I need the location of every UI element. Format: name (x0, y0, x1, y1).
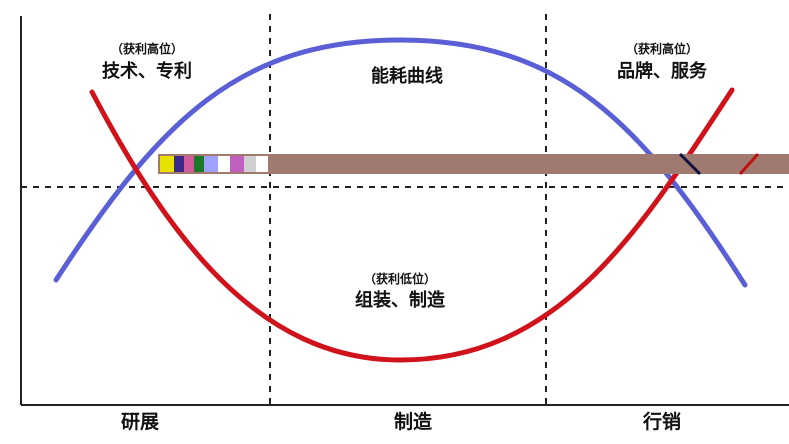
middle-region-label: 组装、制造 (355, 289, 445, 311)
right-region-note: （获利高位） (626, 41, 698, 56)
energy-curve-line (53, 37, 748, 288)
artifact-band (158, 152, 789, 176)
right-region-label: 品牌、服务 (617, 60, 708, 82)
x-axis-label-rd: 研展 (121, 411, 159, 433)
profit-curve-line (89, 87, 735, 363)
x-axis-label-manufacturing: 制造 (394, 410, 433, 433)
curve-label: 能耗曲线 (371, 65, 443, 87)
left-region-label: 技术、专利 (102, 60, 192, 82)
middle-region-note: （获利低位） (364, 271, 436, 286)
left-region-note: （获利高位） (111, 41, 183, 56)
x-axis-label-marketing: 行销 (642, 410, 681, 433)
